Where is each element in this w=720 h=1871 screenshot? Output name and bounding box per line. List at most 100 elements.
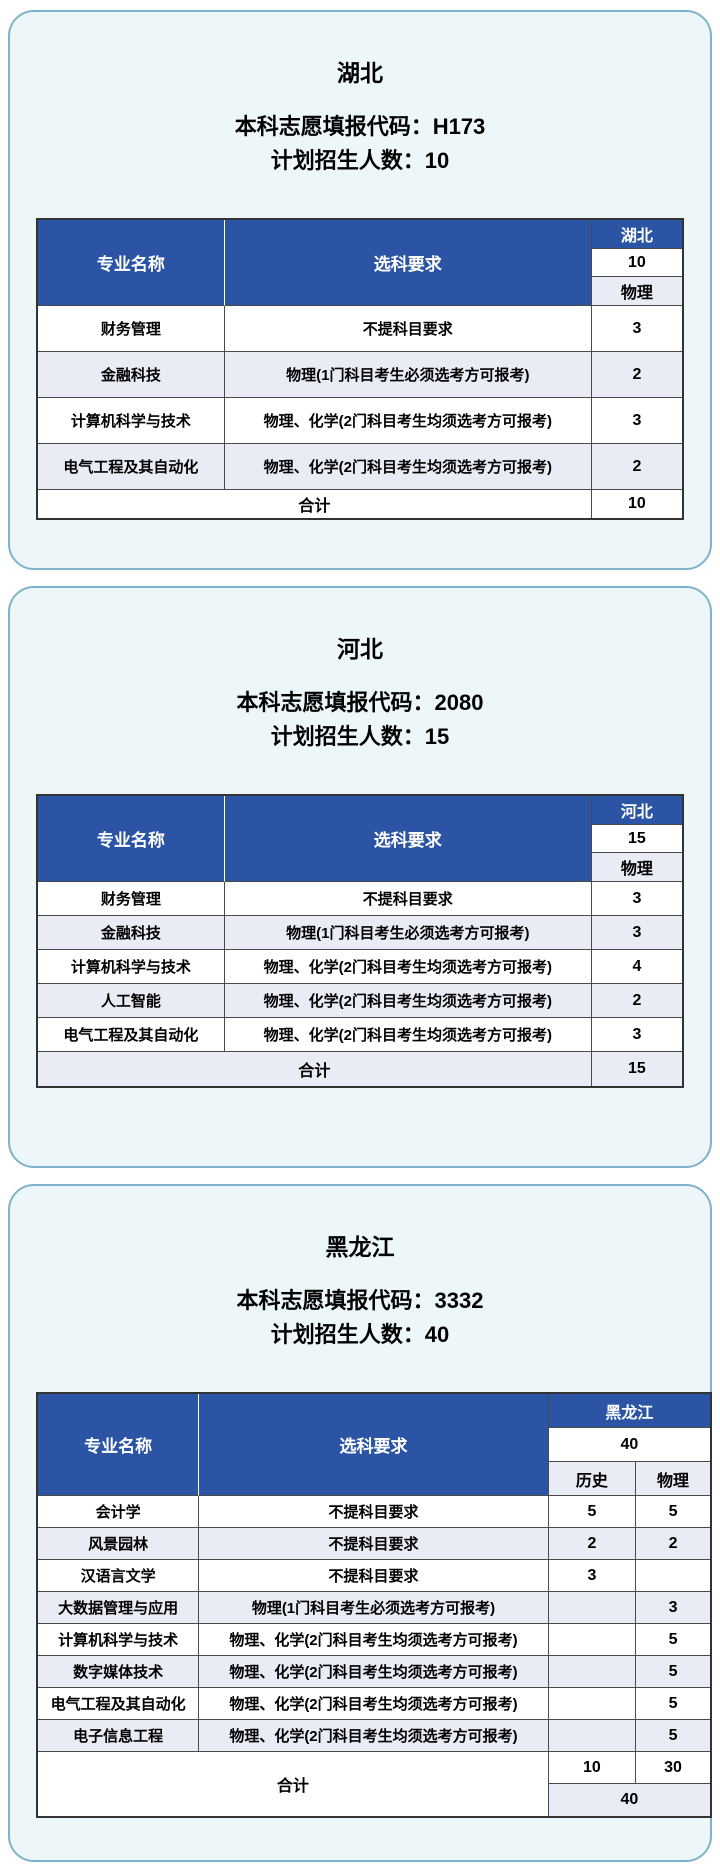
plan-count-value: 40	[424, 1322, 450, 1348]
requirement-cell: 物理、化学(2门科目考生均须选考方可报考)	[224, 950, 592, 985]
plan-count-value: 10	[424, 148, 450, 174]
plan-count-line: 计划招生人数：15	[36, 720, 684, 754]
major-cell: 数字媒体技术	[38, 1656, 200, 1689]
count-cell: 4	[591, 950, 682, 985]
count-cell: 5	[636, 1656, 710, 1689]
count-cell	[636, 1560, 710, 1593]
count-cell: 2	[636, 1528, 710, 1561]
count-cell	[548, 1592, 637, 1625]
total-label-cell: 合计	[38, 1752, 549, 1817]
major-cell: 电气工程及其自动化	[38, 444, 225, 491]
table-header-row: 物理	[38, 853, 682, 883]
plan-table-wrap: 专业名称 选科要求 湖北 10 物理 财务管理 不提科目要求 3 金融科技 物理(1门…	[36, 218, 684, 521]
table-header-row: 历史 物理	[38, 1462, 710, 1497]
admission-code-line: 本科志愿填报代码：2080	[36, 686, 684, 720]
province-title: 黑龙江	[325, 1234, 395, 1260]
requirement-cell: 物理、化学(2门科目考生均须选考方可报考)	[199, 1624, 549, 1657]
province-card-heilongjiang: 黑龙江 本科志愿填报代码：3332 计划招生人数：40 专业名称 选科要求 黑龙…	[8, 1184, 712, 1862]
count-cell: 5	[636, 1720, 710, 1753]
count-cell: 3	[591, 306, 682, 353]
requirement-header-cell: 选科要求	[224, 220, 592, 307]
admission-code-line: 本科志愿填报代码：3332	[36, 1284, 684, 1318]
total-row: 合计 10	[38, 490, 682, 519]
admission-code-label: 本科志愿填报代码：	[236, 690, 435, 715]
count-cell	[548, 1656, 637, 1689]
requirement-cell: 物理(1门科目考生必须选考方可报考)	[224, 352, 592, 399]
admission-code-label: 本科志愿填报代码：	[236, 1288, 435, 1313]
table-header-row: 物理	[38, 277, 682, 307]
table-header-row: 专业名称 选科要求 湖北	[38, 220, 682, 307]
requirement-cell: 物理、化学(2门科目考生均须选考方可报考)	[199, 1720, 549, 1753]
plan-count-label: 计划招生人数：	[270, 148, 425, 174]
count-cell: 5	[636, 1624, 710, 1657]
total-count-cell: 15	[591, 825, 682, 854]
requirement-cell: 不提科目要求	[224, 306, 592, 353]
major-cell: 会计学	[38, 1496, 200, 1529]
table-row: 会计学 不提科目要求 5 5	[38, 1496, 710, 1529]
table-row: 电气工程及其自动化 物理、化学(2门科目考生均须选考方可报考) 2	[38, 444, 682, 491]
plan-count-value: 15	[424, 724, 450, 750]
total-value-cell: 15	[591, 1052, 682, 1087]
total-value-cell: 10	[591, 490, 682, 519]
table-header-row: 10	[38, 249, 682, 278]
province-header-cell: 河北	[591, 796, 682, 826]
count-cell: 2	[591, 444, 682, 491]
province-header-cell: 湖北	[591, 220, 682, 250]
table-header-row: 15	[38, 825, 682, 854]
count-cell: 3	[548, 1560, 637, 1593]
card-meta: 本科志愿填报代码：3332 计划招生人数：40	[36, 1284, 684, 1352]
subject-header-cell: 物理	[591, 277, 682, 307]
major-cell: 金融科技	[38, 916, 225, 951]
count-cell	[548, 1688, 637, 1721]
table-row: 金融科技 物理(1门科目考生必须选考方可报考) 3	[38, 916, 682, 951]
major-cell: 大数据管理与应用	[38, 1592, 200, 1625]
table-header-row: 专业名称 选科要求 黑龙江	[38, 1394, 710, 1497]
major-cell: 电气工程及其自动化	[38, 1018, 225, 1053]
subject-header-cell: 物理	[636, 1462, 710, 1497]
major-header-cell: 专业名称	[38, 796, 225, 883]
table-header-row: 40	[38, 1428, 710, 1463]
count-cell: 2	[591, 352, 682, 399]
province-title: 湖北	[337, 60, 383, 86]
major-header-cell: 专业名称	[38, 1394, 200, 1497]
plan-table-wrap: 专业名称 选科要求 河北 15 物理 财务管理 不提科目要求 3 金融科技 物理(1门…	[36, 794, 684, 1089]
admission-code-value: H173	[432, 114, 486, 139]
major-cell: 人工智能	[38, 984, 225, 1019]
major-cell: 财务管理	[38, 882, 225, 917]
major-cell: 计算机科学与技术	[38, 398, 225, 445]
count-cell: 3	[591, 882, 682, 917]
plan-table-hebei: 专业名称 选科要求 河北 15 物理 财务管理 不提科目要求 3 金融科技 物理(1门…	[36, 794, 684, 1089]
total-value-cell: 10	[548, 1752, 637, 1785]
requirement-cell: 不提科目要求	[199, 1528, 549, 1561]
plan-count-line: 计划招生人数：40	[36, 1318, 684, 1352]
admission-code-value: 3332	[434, 1288, 484, 1313]
table-row: 财务管理 不提科目要求 3	[38, 306, 682, 353]
table-row: 金融科技 物理(1门科目考生必须选考方可报考) 2	[38, 352, 682, 399]
table-row: 计算机科学与技术 物理、化学(2门科目考生均须选考方可报考) 5	[38, 1624, 710, 1657]
count-cell: 5	[548, 1496, 637, 1529]
table-row: 电气工程及其自动化 物理、化学(2门科目考生均须选考方可报考) 5	[38, 1688, 710, 1721]
plan-count-label: 计划招生人数：	[270, 724, 425, 750]
admission-code-line: 本科志愿填报代码：H173	[36, 110, 684, 144]
count-cell: 3	[591, 1018, 682, 1053]
count-cell: 3	[591, 398, 682, 445]
table-row: 财务管理 不提科目要求 3	[38, 882, 682, 917]
plan-count-line: 计划招生人数：10	[36, 144, 684, 178]
major-header-cell: 专业名称	[38, 220, 225, 307]
table-row: 计算机科学与技术 物理、化学(2门科目考生均须选考方可报考) 3	[38, 398, 682, 445]
major-cell: 汉语言文学	[38, 1560, 200, 1593]
major-cell: 风景园林	[38, 1528, 200, 1561]
province-title: 河北	[337, 636, 383, 662]
major-cell: 计算机科学与技术	[38, 950, 225, 985]
count-cell: 3	[591, 916, 682, 951]
subject-header-cell: 历史	[548, 1462, 637, 1497]
major-cell: 计算机科学与技术	[38, 1624, 200, 1657]
requirement-cell: 不提科目要求	[224, 882, 592, 917]
requirement-cell: 物理(1门科目考生必须选考方可报考)	[224, 916, 592, 951]
total-row: 合计 15	[38, 1052, 682, 1087]
total-label-cell: 合计	[38, 490, 592, 519]
card-meta: 本科志愿填报代码：H173 计划招生人数：10	[36, 110, 684, 178]
card-meta: 本科志愿填报代码：2080 计划招生人数：15	[36, 686, 684, 754]
major-cell: 金融科技	[38, 352, 225, 399]
